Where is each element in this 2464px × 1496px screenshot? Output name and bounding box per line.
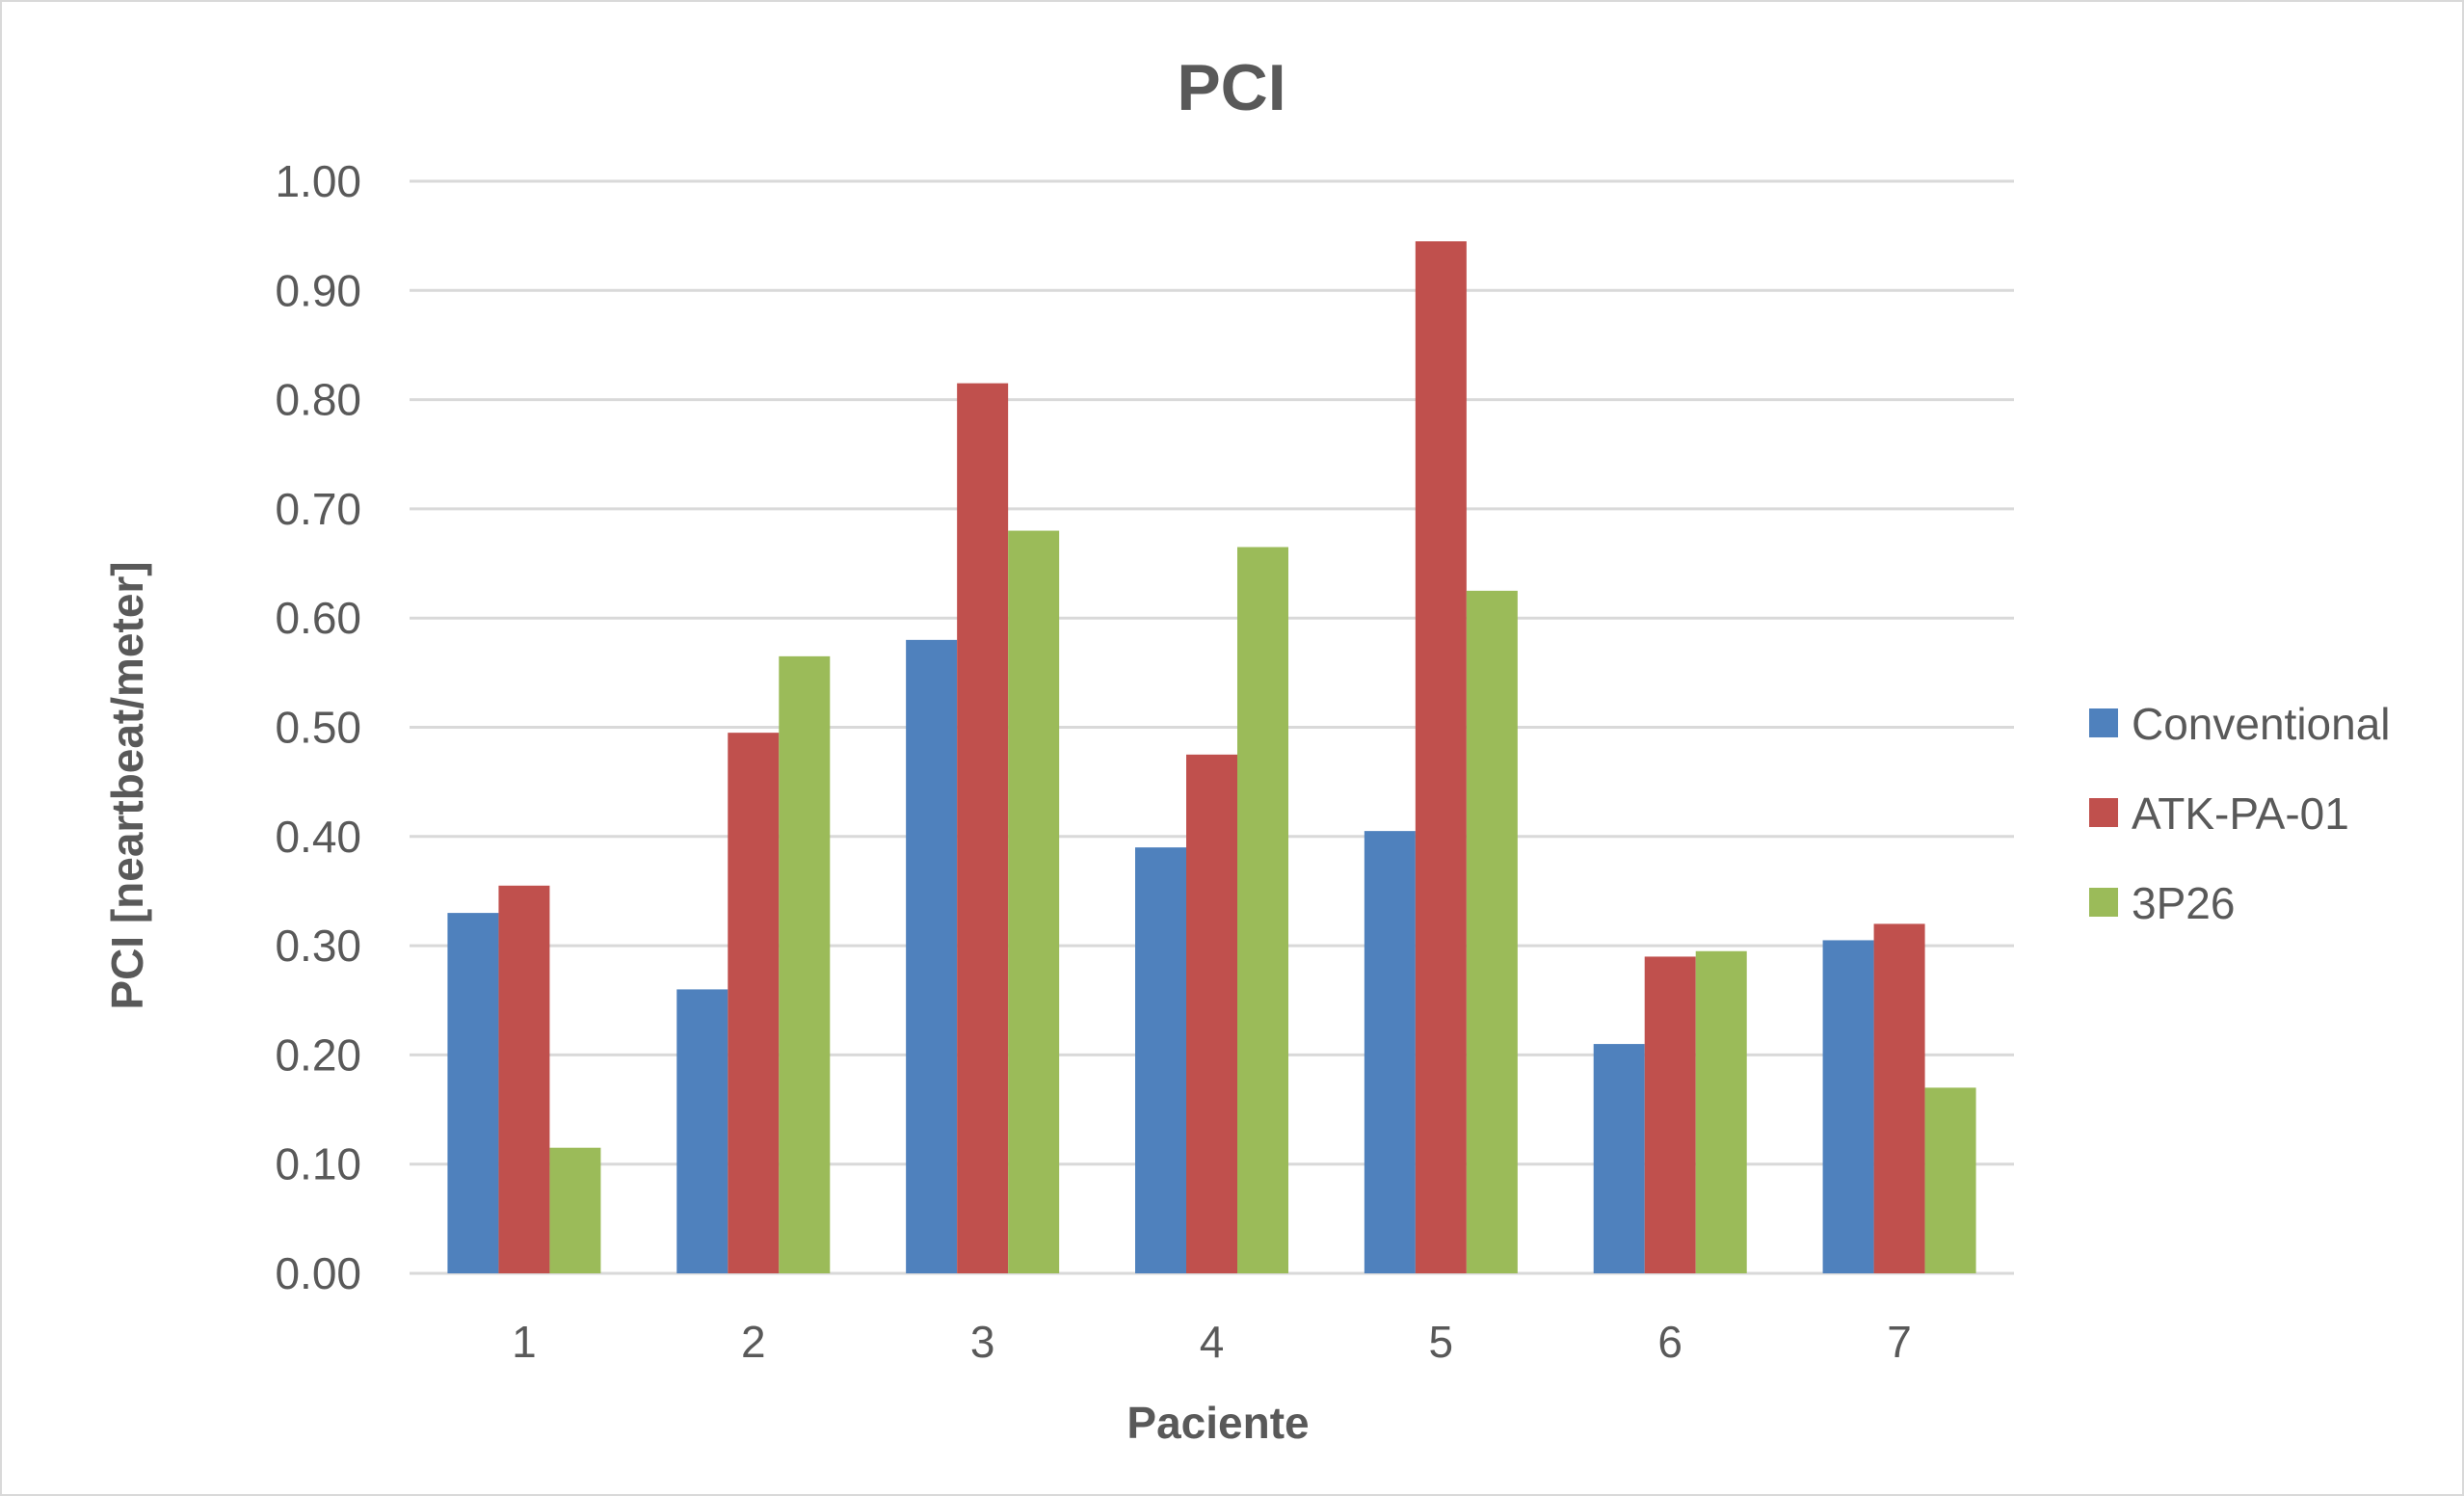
y-tick-label: 1.00 xyxy=(275,156,361,206)
bar-conventional-5 xyxy=(1364,831,1416,1273)
x-tick-label: 5 xyxy=(1429,1317,1454,1367)
x-tick-label: 3 xyxy=(970,1317,995,1367)
bar-atk-pa-01-6 xyxy=(1644,956,1696,1273)
y-tick-label: 0.90 xyxy=(275,265,361,315)
y-tick-label: 0.20 xyxy=(275,1029,361,1080)
bar-conventional-6 xyxy=(1593,1044,1645,1273)
bar-atk-pa-01-2 xyxy=(728,733,780,1273)
bar-conventional-4 xyxy=(1135,847,1186,1273)
bar-atk-pa-01-7 xyxy=(1873,923,1925,1273)
legend: Conventional ATK-PA-01 3P26 xyxy=(2089,699,2391,928)
y-tick-label: 0.40 xyxy=(275,812,361,862)
legend-label: ATK-PA-01 xyxy=(2132,788,2349,839)
y-tick-label: 0.70 xyxy=(275,484,361,534)
bar-atk-pa-01-3 xyxy=(957,383,1009,1274)
x-tick-label: 2 xyxy=(741,1317,766,1367)
bar-conventional-1 xyxy=(447,913,499,1273)
bar-3p26-4 xyxy=(1237,547,1288,1273)
legend-swatch xyxy=(2089,708,2118,737)
legend-swatch xyxy=(2089,798,2118,827)
y-tick-label: 0.10 xyxy=(275,1139,361,1189)
y-tick-label: 0.50 xyxy=(275,703,361,753)
chart-title: PCI xyxy=(1177,51,1285,124)
y-tick-label: 0.60 xyxy=(275,593,361,643)
bar-3p26-2 xyxy=(779,655,831,1273)
y-tick-label: 0.00 xyxy=(275,1248,361,1298)
x-axis-ticks: 1 2 3 4 5 6 7 xyxy=(512,1317,1912,1367)
bar-3p26-1 xyxy=(549,1147,601,1273)
y-axis-title: PCI [neartbeat/meter] xyxy=(102,561,152,1009)
bar-conventional-7 xyxy=(1822,940,1874,1273)
bar-3p26-6 xyxy=(1695,950,1747,1273)
bar-3p26-3 xyxy=(1008,530,1060,1273)
legend-swatch xyxy=(2089,888,2118,917)
y-tick-label: 0.80 xyxy=(275,375,361,425)
bar-3p26-7 xyxy=(1924,1087,1976,1273)
bar-atk-pa-01-5 xyxy=(1415,241,1467,1274)
bar-conventional-3 xyxy=(906,639,958,1273)
bars xyxy=(447,241,1976,1274)
y-tick-label: 0.30 xyxy=(275,921,361,971)
bar-3p26-5 xyxy=(1466,590,1518,1273)
legend-label: Conventional xyxy=(2132,699,2391,749)
x-tick-label: 6 xyxy=(1657,1317,1682,1367)
bar-conventional-2 xyxy=(676,989,729,1273)
bar-atk-pa-01-1 xyxy=(498,885,550,1273)
y-axis-ticks: 0.00 0.10 0.20 0.30 0.40 0.50 0.60 0.70 0.80 0.90… xyxy=(275,156,361,1298)
x-axis-title: Paciente xyxy=(1126,1398,1309,1448)
x-tick-label: 7 xyxy=(1887,1317,1912,1367)
legend-label: 3P26 xyxy=(2132,878,2235,928)
x-tick-label: 1 xyxy=(512,1317,537,1367)
x-tick-label: 4 xyxy=(1200,1317,1225,1367)
bar-atk-pa-01-4 xyxy=(1186,754,1237,1273)
